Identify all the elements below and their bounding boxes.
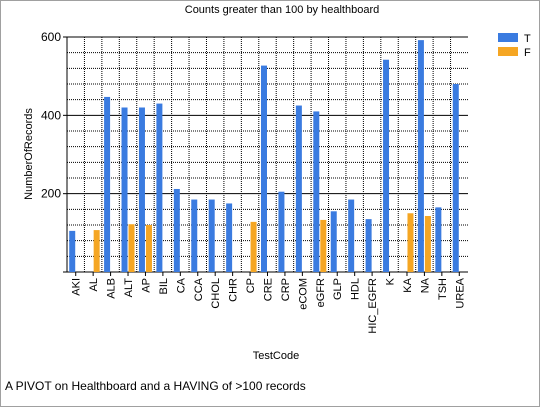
bar-T-TSH	[435, 207, 442, 273]
x-tick-label: CHOL	[210, 278, 222, 309]
legend-swatch-F	[498, 47, 518, 56]
x-tick-label: TSH	[437, 278, 449, 300]
y-tick-label: 600	[41, 30, 61, 44]
bar-T-CCA	[191, 199, 198, 272]
bar-F-KA	[407, 213, 414, 272]
bars	[69, 40, 459, 273]
bar-F-ALT	[128, 224, 135, 272]
bar-T-CRE	[261, 65, 267, 272]
legend-label-F: F	[524, 47, 531, 59]
legend: TF	[498, 33, 531, 59]
bar-F-CP	[250, 221, 257, 272]
bar-T-ALB	[104, 96, 111, 273]
x-tick-label: UREA	[454, 277, 466, 308]
y-tick-label: 200	[41, 187, 61, 201]
bar-T-CHR	[226, 203, 233, 272]
x-tick-label: AKI	[71, 278, 83, 296]
x-tick-label: AL	[88, 278, 100, 291]
x-tick-label: CCA	[193, 277, 205, 301]
y-tick-label: 400	[41, 108, 61, 122]
bar-F-AP	[145, 225, 152, 272]
x-tick-label: eGFR	[315, 278, 327, 307]
bar-T-NA	[417, 40, 424, 272]
x-tick-label: K	[385, 277, 397, 285]
legend-swatch-T	[498, 33, 518, 42]
bar-T-HIC_EGFR	[365, 219, 372, 273]
x-tick-label: CHR	[228, 278, 240, 302]
bar-T-BIL	[156, 103, 163, 272]
x-tick-label: BIL	[158, 278, 170, 295]
chart-title: Counts greater than 100 by healthboard	[185, 4, 379, 16]
bar-T-AP	[138, 107, 145, 272]
x-tick-label: KA	[402, 277, 414, 292]
x-tick-label: CA	[175, 277, 187, 293]
x-tick-label: eCOM	[297, 278, 309, 310]
x-tick-label: HIC_EGFR	[367, 278, 379, 334]
x-tick-label: ALB	[106, 278, 118, 299]
bar-T-ALT	[121, 107, 128, 272]
x-tick-label: CRE	[263, 278, 275, 301]
bar-F-eGFR	[320, 219, 327, 272]
bar-T-AKI	[69, 230, 76, 273]
footnote-caption: A PIVOT on Healthboard and a HAVING of >…	[5, 379, 306, 393]
bar-T-CHOL	[208, 199, 215, 272]
bar-F-AL	[93, 230, 100, 272]
bar-T-eCOM	[295, 105, 302, 272]
x-tick-label: AP	[140, 278, 152, 293]
x-tick-label: CP	[245, 278, 257, 293]
legend-label-T: T	[524, 33, 531, 45]
bar-T-eGFR	[313, 111, 320, 272]
bar-T-CA	[173, 188, 180, 272]
axis-tick-labels: 200 400 600 AKI AL ALB ALT AP BIL CA CCA CHOL CHR CP C…	[41, 30, 466, 334]
x-axis-label: TestCode	[253, 350, 299, 362]
grid-lines	[67, 36, 468, 272]
bar-T-CRP	[278, 191, 285, 272]
x-tick-label: CRP	[280, 278, 292, 301]
y-axis-label: NumberOfRecords	[23, 108, 35, 200]
x-tick-label: NA	[419, 277, 431, 293]
bar-T-UREA	[452, 84, 459, 272]
x-tick-label: HDL	[350, 278, 362, 300]
bar-T-K	[383, 59, 390, 272]
bar-T-HDL	[348, 199, 355, 272]
x-tick-label: GLP	[332, 278, 344, 300]
bar-T-GLP	[330, 211, 337, 272]
bar-F-NA	[424, 215, 431, 272]
x-tick-label: ALT	[123, 278, 135, 298]
